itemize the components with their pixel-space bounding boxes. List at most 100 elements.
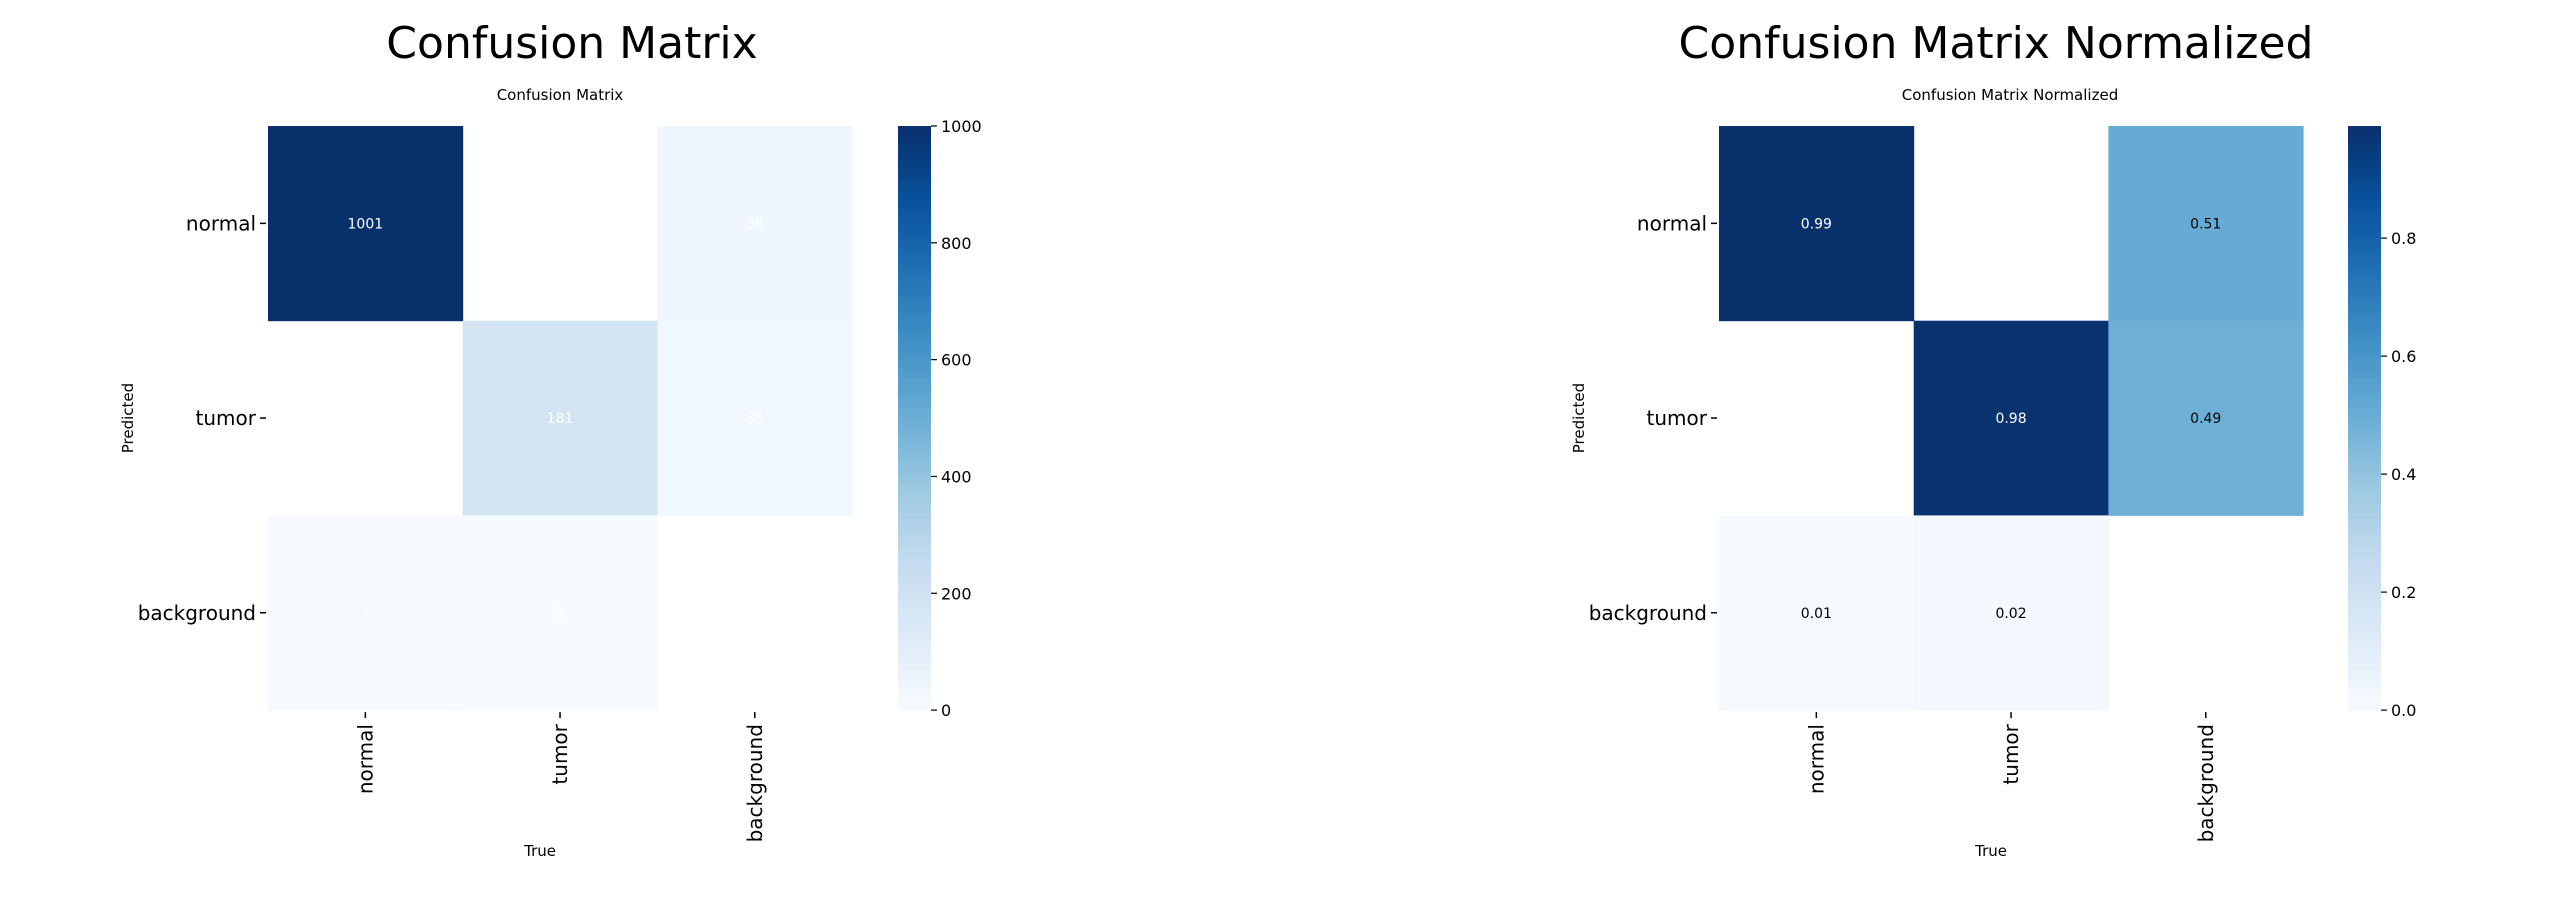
colorbar-segment — [898, 499, 931, 507]
heatmap-cell — [268, 126, 464, 322]
colorbar-segment — [898, 213, 931, 221]
colorbar-tick-label: 0.2 — [2391, 583, 2416, 602]
colorbar-segment — [2348, 161, 2381, 168]
colorbar-segment — [2348, 307, 2381, 314]
colorbar-segment — [2348, 131, 2381, 139]
colorbar-segment — [898, 453, 931, 460]
colorbar-segment — [898, 283, 931, 291]
colorbar-segment — [898, 686, 931, 694]
colorbar-segment — [2348, 657, 2381, 664]
colorbar-tick-label: 400 — [941, 467, 972, 486]
colorbar-segment — [2348, 260, 2381, 267]
colorbar-tick-label: 0.0 — [2391, 701, 2416, 720]
colorbar-segment — [898, 371, 931, 378]
cell-value-label: 0.49 — [2190, 411, 2221, 427]
colorbar-segment — [2348, 499, 2381, 507]
colorbar-segment — [898, 383, 931, 390]
colorbar-segment — [898, 540, 931, 548]
colorbar-segment — [2348, 359, 2381, 367]
colorbar-segment — [898, 418, 931, 425]
colorbar-segment — [2348, 517, 2381, 524]
colorbar-segment — [2348, 318, 2381, 326]
colorbar-segment — [898, 645, 931, 653]
colorbar-segment — [898, 272, 931, 279]
colorbar-segment — [898, 196, 931, 203]
colorbar-segment — [898, 698, 931, 705]
colorbar-segment — [898, 178, 931, 186]
colorbar-segment — [898, 651, 931, 659]
x-axis-label: True — [1974, 842, 2007, 860]
colorbar-segment — [2348, 178, 2381, 186]
colorbar-segment — [2348, 511, 2381, 518]
colorbar-segment — [898, 149, 931, 156]
colorbar-segment — [898, 236, 931, 244]
colorbar-segment — [2348, 383, 2381, 390]
axes-title-confusion-matrix: Confusion Matrix — [496, 86, 624, 104]
colorbar-segment — [2348, 412, 2381, 419]
y-tick-label-normal: normal — [186, 211, 256, 235]
colorbar-segment — [898, 529, 931, 536]
heatmap-cell — [1719, 126, 1915, 322]
colorbar-segment — [898, 435, 931, 443]
colorbar-segment — [2348, 523, 2381, 530]
colorbar-segment — [898, 493, 931, 501]
colorbar-segment — [2348, 622, 2381, 629]
colorbar-segment — [898, 575, 931, 583]
colorbar-segment — [2348, 324, 2381, 332]
colorbar-segment — [898, 640, 931, 647]
colorbar-segment — [2348, 441, 2381, 448]
colorbar-segment — [898, 564, 931, 571]
colorbar-segment — [898, 353, 931, 361]
colorbar-segment — [2348, 704, 2381, 711]
colorbar-segment — [898, 342, 931, 349]
colorbar-segment — [898, 324, 931, 332]
colorbar-segment — [2348, 336, 2381, 343]
x-tick-label-background: background — [2194, 724, 2218, 842]
colorbar-segment — [2348, 347, 2381, 355]
colorbar-segment — [898, 336, 931, 343]
colorbar-segment — [898, 254, 931, 261]
colorbar-segment — [898, 318, 931, 326]
colorbar-segment — [898, 137, 931, 145]
colorbar-segment — [2348, 394, 2381, 402]
heatmap-cell — [657, 126, 853, 322]
x-tick-label-normal: normal — [353, 724, 377, 794]
colorbar-segment — [2348, 248, 2381, 256]
colorbar-segment — [898, 219, 931, 226]
cell-value-label: 0.98 — [1995, 411, 2026, 427]
colorbar-segment — [2348, 225, 2381, 232]
y-axis-label: Predicted — [119, 383, 137, 453]
colorbar-segment — [2348, 231, 2381, 238]
colorbar-segment — [2348, 365, 2381, 372]
colorbar-segment — [2348, 236, 2381, 244]
heatmap-cell — [1719, 515, 1915, 711]
colorbar-segment — [898, 476, 931, 483]
colorbar-segment — [2348, 645, 2381, 653]
colorbar-segment — [898, 604, 931, 612]
colorbar-segment — [2348, 628, 2381, 635]
cell-value-label: 0.02 — [1995, 606, 2026, 622]
colorbar-segment — [2348, 254, 2381, 261]
colorbar-segment — [2348, 213, 2381, 221]
colorbar-segment — [898, 289, 931, 296]
colorbar-segment — [898, 406, 931, 413]
colorbar-segment — [2348, 546, 2381, 553]
cell-value-label: 36 — [746, 216, 764, 232]
colorbar-segment — [2348, 388, 2381, 396]
colorbar-segment — [2348, 289, 2381, 296]
colorbar-segment — [898, 669, 931, 676]
colorbar-segment — [2348, 429, 2381, 437]
colorbar-segment — [2348, 505, 2381, 513]
colorbar-segment — [2348, 488, 2381, 495]
colorbar-segment — [2348, 698, 2381, 705]
colorbar-segment — [2348, 242, 2381, 250]
colorbar-segment — [2348, 651, 2381, 659]
colorbar-segment — [2348, 400, 2381, 407]
axes-title-confusion-matrix-normalized: Confusion Matrix Normalized — [1901, 86, 2119, 104]
colorbar-segment — [898, 190, 931, 197]
colorbar-segment — [2348, 493, 2381, 501]
colorbar-segment — [2348, 470, 2381, 478]
colorbar-segment — [2348, 277, 2381, 285]
colorbar-segment — [2348, 201, 2381, 209]
